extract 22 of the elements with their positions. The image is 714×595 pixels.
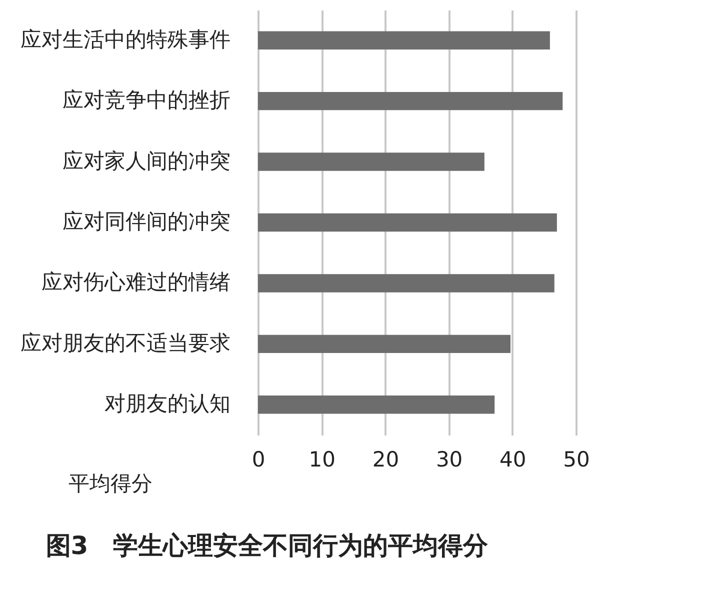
y-tick-label: 应对生活中的特殊事件	[20, 27, 230, 52]
bar	[258, 274, 554, 292]
y-tick-label: 对朋友的认知	[104, 392, 230, 416]
y-tick-label: 应对朋友的不适当要求	[20, 330, 230, 355]
y-tick-label: 应对家人间的冲突	[62, 148, 230, 173]
x-tick-label: 40	[500, 448, 526, 472]
x-tick-label: 10	[308, 448, 336, 472]
x-axis-title: 平均得分	[68, 472, 152, 496]
bar	[258, 396, 495, 414]
text: 图3 学生心理安全不同行为的平均得分	[46, 531, 490, 560]
x-tick-label: 50	[563, 448, 590, 472]
x-tick-label: 0	[252, 448, 266, 472]
bar	[258, 92, 563, 110]
bar	[258, 334, 510, 354]
x-tick-label: 30	[436, 448, 463, 472]
bar	[258, 213, 557, 232]
bar	[258, 31, 550, 50]
bar	[258, 152, 484, 171]
x-tick-label: 20	[372, 448, 400, 472]
y-tick-label: 应对伤心难过的情绪	[42, 270, 230, 294]
y-tick-label: 应对同伴间的冲突	[62, 210, 230, 234]
y-tick-label: 应对竞争中的挫折	[62, 88, 230, 112]
